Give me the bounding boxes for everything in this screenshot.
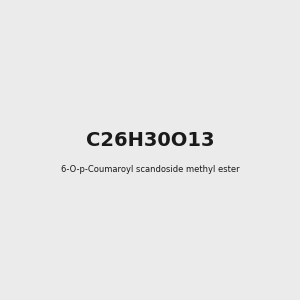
- Text: 6-O-p-Coumaroyl scandoside methyl ester: 6-O-p-Coumaroyl scandoside methyl ester: [61, 166, 239, 175]
- Text: C26H30O13: C26H30O13: [86, 130, 214, 149]
